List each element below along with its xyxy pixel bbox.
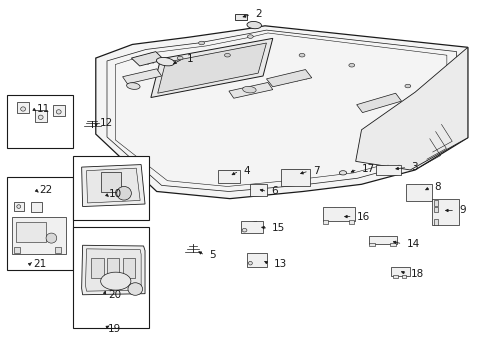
Text: 10: 10 [109,189,122,199]
Text: 8: 8 [434,182,440,192]
Bar [12,217,66,254]
Text: 9: 9 [458,206,465,216]
Bar [73,227,149,328]
Bar [281,168,310,186]
Text: 1: 1 [186,54,193,64]
Ellipse shape [247,35,253,39]
Ellipse shape [299,53,305,57]
Bar [433,201,437,206]
Bar [6,177,73,270]
Text: 12: 12 [100,118,113,128]
Text: 17: 17 [361,164,374,174]
Text: 7: 7 [312,166,319,176]
Bar [368,243,374,246]
Bar [16,222,45,242]
Bar [433,207,437,212]
Ellipse shape [126,83,140,89]
Bar [14,202,23,211]
Bar [53,105,64,116]
Text: 6: 6 [271,186,277,197]
Text: 5: 5 [208,250,215,260]
Text: 4: 4 [243,166,249,176]
Text: 16: 16 [356,212,369,221]
Polygon shape [131,51,163,66]
Bar [17,102,29,113]
Polygon shape [86,168,140,203]
Ellipse shape [117,186,131,200]
Bar [101,172,121,192]
Ellipse shape [198,41,204,45]
Polygon shape [356,93,401,113]
Ellipse shape [242,86,256,93]
Ellipse shape [56,110,61,114]
Bar [431,199,458,225]
Ellipse shape [404,84,410,88]
Text: 14: 14 [406,239,419,249]
Ellipse shape [128,283,142,295]
Ellipse shape [339,171,346,175]
Polygon shape [266,69,311,87]
Bar [218,170,240,183]
Bar [31,202,41,212]
Bar [240,221,262,233]
Bar [6,95,73,148]
Text: 15: 15 [272,224,285,233]
Ellipse shape [20,107,25,111]
Bar [35,110,46,122]
Bar [433,220,437,225]
Ellipse shape [101,272,131,290]
Text: 18: 18 [410,269,424,279]
Bar [73,156,149,220]
Bar [323,207,354,221]
Bar [390,267,409,276]
Text: 11: 11 [37,104,50,114]
Bar [323,220,328,224]
Ellipse shape [38,115,43,120]
Bar [14,247,20,253]
Polygon shape [355,47,467,170]
Ellipse shape [246,22,261,29]
Bar [122,258,135,278]
Bar [234,14,246,21]
Text: 22: 22 [40,185,53,195]
Polygon shape [158,43,266,93]
Bar [246,253,267,267]
Ellipse shape [177,56,183,60]
Polygon shape [151,39,272,98]
Bar [389,243,395,246]
Ellipse shape [224,53,230,57]
Ellipse shape [46,233,57,243]
Bar [405,184,431,201]
Polygon shape [96,26,467,199]
Text: 3: 3 [410,162,417,172]
Bar [392,275,397,278]
Bar [401,275,406,278]
Ellipse shape [248,261,252,265]
Ellipse shape [348,63,354,67]
Bar [249,184,266,196]
Ellipse shape [242,228,246,232]
Ellipse shape [17,205,20,208]
Polygon shape [81,245,145,295]
Text: 2: 2 [255,9,261,19]
Bar [107,258,119,278]
Polygon shape [85,249,141,291]
Bar [348,220,353,224]
Bar [375,165,400,175]
Bar [368,236,396,244]
Text: 19: 19 [108,324,121,334]
Polygon shape [228,82,272,98]
Text: 21: 21 [33,259,46,269]
Bar [91,258,103,278]
Ellipse shape [156,58,174,66]
Text: 20: 20 [108,291,121,301]
Polygon shape [81,165,145,207]
Bar [55,247,61,253]
Polygon shape [122,69,161,84]
Text: 13: 13 [273,259,286,269]
